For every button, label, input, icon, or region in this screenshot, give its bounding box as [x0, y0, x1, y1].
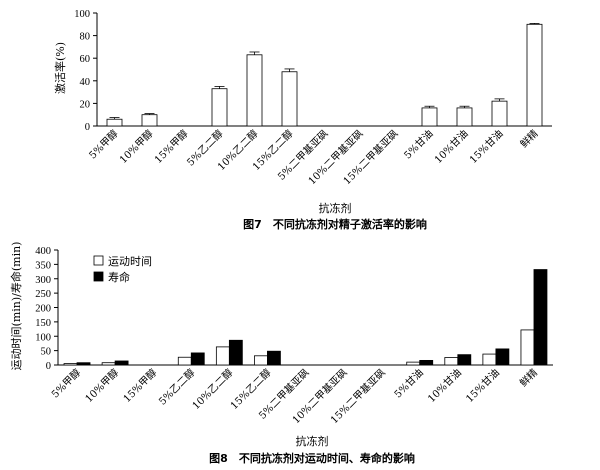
- chart2-bar-寿命-15pct-甘油: [495, 348, 510, 366]
- chart1-bar-10pct-乙二醇: [246, 54, 263, 127]
- chart2-y-tick-label: 350: [35, 260, 51, 271]
- chart2-x-tick-label: 鲜精: [517, 366, 540, 389]
- chart2-title: 图8 不同抗冻剂对运动时间、寿命的影响: [209, 451, 415, 465]
- chart1-y-tick-label: 40: [80, 77, 91, 88]
- chart-motility-lifespan: 运动时间(min)/寿命(min) 抗冻剂 图8 不同抗冻剂对运动时间、寿命的影…: [9, 242, 553, 465]
- chart1-y-tick-label: 60: [80, 54, 91, 65]
- chart2-y-tick-label: 300: [35, 275, 51, 286]
- chart2-x-tick-label: 5%甘油: [391, 366, 426, 401]
- chart2-x-tick-label: 10%甲醇: [82, 366, 121, 405]
- chart2-y-tick-label: 150: [35, 318, 51, 329]
- chart2-bar-运动时间-10pct-甲醇: [101, 362, 116, 366]
- chart1-x-tick-label: 5%甘油: [401, 127, 436, 162]
- chart2-bar-寿命-10pct-乙二醇: [228, 339, 243, 366]
- chart2-bar-寿命-5pct-甲醇: [76, 362, 91, 366]
- chart1-x-tick-label: 鲜精: [517, 127, 540, 150]
- chart2-x-tick-label: 10%甘油: [425, 366, 464, 405]
- chart2-bar-运动时间-15pct-甘油: [482, 353, 497, 366]
- chart2-bar-运动时间-5pct-甲醇: [63, 363, 78, 366]
- chart2-bar-寿命-鲜精: [533, 269, 548, 366]
- chart1-ylabel: 激活率(%): [53, 42, 67, 94]
- chart2-bar-寿命-10pct-甘油: [457, 354, 472, 366]
- chart2-x-tick-label: 5%甲醇: [49, 366, 84, 401]
- chart2-y-tick-label: 400: [35, 246, 51, 257]
- chart1-x-tick-label: 10%甘油: [432, 127, 471, 166]
- chart2-legend-swatch: [93, 255, 104, 266]
- chart2-legend-label: 寿命: [108, 270, 130, 284]
- chart2-y-tick-label: 200: [35, 304, 51, 315]
- chart1-bar-5pct-乙二醇: [211, 88, 228, 127]
- chart1-x-tick-label: 5%甲醇: [86, 127, 121, 162]
- chart2-x-tick-label: 15%甲醇: [120, 366, 159, 405]
- chart1-title: 图7 不同抗冻剂对精子激活率的影响: [243, 217, 427, 231]
- chart2-y-tick-label: 0: [46, 361, 51, 372]
- chart2-bar-运动时间-10pct-乙二醇: [215, 346, 230, 366]
- chart2-bar-寿命-10pct-甲醇: [114, 360, 129, 366]
- chart1-y-tick-label: 80: [80, 32, 91, 43]
- chart2-bar-运动时间-15pct-乙二醇: [254, 355, 268, 366]
- chart2-bar-运动时间-鲜精: [520, 329, 535, 366]
- chart2-bar-寿命-5pct-甘油: [419, 359, 434, 366]
- chart2-ylabel: 运动时间(min)/寿命(min): [9, 242, 23, 371]
- chart2-bar-运动时间-5pct-乙二醇: [177, 356, 192, 366]
- chart2-x-tick-label: 15%甘油: [463, 366, 502, 405]
- chart1-bar-15pct-甘油: [491, 100, 508, 127]
- chart2-y-tick-label: 250: [35, 289, 51, 300]
- chart2-xlabel: 抗冻剂: [296, 434, 329, 448]
- chart2-bar-寿命-5pct-乙二醇: [190, 352, 205, 366]
- chart1-x-tick-label: 10%甲醇: [117, 127, 156, 166]
- chart2-bar-运动时间-10pct-甘油: [444, 357, 459, 366]
- chart1-y-tick-label: 100: [74, 9, 90, 20]
- chart2-bar-寿命-15pct-乙二醇: [267, 350, 281, 366]
- chart1-bar-鲜精: [526, 23, 543, 127]
- chart2-y-tick-label: 100: [35, 332, 51, 343]
- chart2-bar-运动时间-5pct-甘油: [406, 361, 421, 366]
- chart2-legend-swatch: [93, 271, 104, 282]
- chart-activation-rate: 激活率(%) 抗冻剂 图7 不同抗冻剂对精子激活率的影响 0 20 40 60 80 10…: [53, 9, 552, 231]
- chart1-x-tick-label: 15%甘油: [467, 127, 506, 166]
- chart1-xlabel: 抗冻剂: [319, 201, 352, 215]
- chart1-bar-10pct-甲醇: [141, 114, 158, 127]
- chart1-y-tick-label: 20: [80, 99, 91, 110]
- chart1-bar-5pct-甘油: [421, 107, 438, 127]
- chart1-bar-10pct-甘油: [456, 107, 473, 127]
- chart1-bar-15pct-乙二醇: [281, 71, 298, 127]
- chart1-bar-5pct-甲醇: [106, 118, 123, 127]
- chart2-legend-label: 运动时间: [108, 255, 152, 268]
- chart2-y-tick-label: 50: [41, 347, 52, 358]
- chart1-y-tick-label: 0: [85, 122, 90, 133]
- chart2-x-tick-label: 5%乙二醇: [156, 366, 198, 408]
